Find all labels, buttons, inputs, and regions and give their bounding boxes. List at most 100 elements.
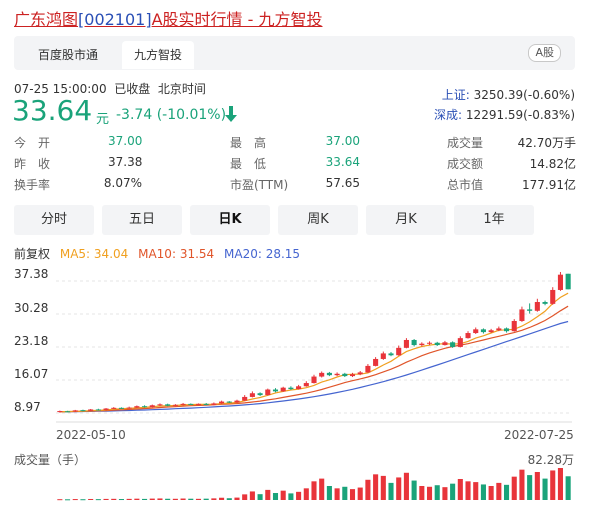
- adjust-label[interactable]: 前复权: [14, 247, 51, 261]
- volume-bar: [188, 498, 194, 500]
- volume-bar: [519, 469, 525, 500]
- y-tick-label: 16.07: [14, 367, 49, 381]
- volume-bar: [473, 482, 479, 500]
- current-price: 33.64: [12, 94, 93, 127]
- candle-body: [303, 383, 309, 387]
- source-tabbar: 百度股市通 九方智投 A股: [14, 36, 575, 70]
- period-monthly-button[interactable]: 月K: [366, 205, 446, 235]
- stat-label-pe: 市盈(TTM): [230, 178, 289, 192]
- ma20-line: [59, 320, 569, 413]
- volume-bar: [496, 482, 502, 500]
- volume-bar: [565, 476, 571, 500]
- candle-body: [280, 387, 286, 392]
- stock-name[interactable]: 广东鸿图: [14, 10, 79, 29]
- candle-body: [272, 389, 279, 392]
- market-status: 已收盘: [114, 82, 151, 96]
- stat-value-pe: 57.65: [325, 176, 360, 190]
- volume-bar: [296, 491, 302, 500]
- ma20-legend: MA20: 28.15: [224, 247, 301, 261]
- candle-body: [172, 404, 178, 406]
- tab-jiufang[interactable]: 九方智投: [122, 41, 195, 69]
- candle-body: [165, 404, 171, 406]
- volume-bar: [95, 499, 101, 501]
- candle-body: [349, 374, 356, 377]
- quote-timestamp: 07-25 15:00:00 已收盘 北京时间: [14, 80, 206, 97]
- x-tick-label-start: 2022-05-10: [56, 428, 126, 442]
- candle-body: [426, 342, 433, 344]
- volume-bar: [380, 475, 386, 500]
- period-intraday-button[interactable]: 分时: [14, 205, 94, 235]
- candle-body: [465, 333, 471, 339]
- y-tick-label: 37.38: [14, 267, 49, 281]
- volume-label: 成交量（手）: [14, 453, 87, 467]
- volume-bar: [195, 498, 202, 500]
- candle-body: [373, 358, 379, 366]
- candle-body: [380, 353, 386, 359]
- volume-bar: [103, 498, 109, 500]
- candle-body: [111, 407, 117, 409]
- candle-body: [311, 376, 317, 384]
- volume-bar: [503, 484, 510, 500]
- period-daily-button[interactable]: 日K: [190, 205, 270, 235]
- volume-bar: [450, 483, 456, 500]
- volume-bar: [442, 487, 448, 500]
- volume-bar: [280, 490, 286, 500]
- stat-value-turnover-rate: 8.07%: [103, 176, 142, 190]
- volume-bar: [234, 497, 240, 500]
- volume-bar: [126, 498, 132, 500]
- candle-body: [265, 389, 271, 396]
- candle-body: [126, 407, 132, 409]
- tab-baidu[interactable]: 百度股市通: [38, 48, 99, 62]
- stat-label-turnover-rate: 换手率: [14, 178, 51, 192]
- volume-bar: [373, 474, 379, 500]
- candle-body: [334, 373, 340, 376]
- stat-value-open: 37.00: [108, 134, 143, 148]
- candle-body: [242, 396, 248, 401]
- volume-bar: [65, 499, 71, 501]
- x-tick-label-end: 2022-07-25: [504, 428, 574, 442]
- candle-body: [326, 372, 332, 376]
- index-name: 深成:: [434, 108, 463, 122]
- index-shenzhen[interactable]: 深成: 12291.59(-0.83%): [434, 106, 575, 123]
- volume-bar: [411, 480, 417, 500]
- period-weekly-button[interactable]: 周K: [278, 205, 358, 235]
- candle-body: [473, 329, 479, 334]
- change-value: -3.74: [116, 107, 153, 123]
- stock-code[interactable]: [002101]: [78, 10, 152, 29]
- volume-bar: [134, 498, 140, 500]
- volume-bar: [480, 484, 486, 500]
- title-suffix[interactable]: A股实时行情 - 九方智投: [151, 10, 323, 29]
- volume-bar: [334, 488, 340, 500]
- candle-body: [65, 411, 71, 413]
- price-unit: 元: [96, 112, 110, 127]
- candle-body: [95, 409, 101, 411]
- period-5day-button[interactable]: 五日: [102, 205, 182, 235]
- y-tick-label: 30.28: [14, 301, 49, 315]
- period-1year-button[interactable]: 1年: [454, 205, 534, 235]
- candle-body: [450, 342, 456, 347]
- stat-value-low: 33.64: [325, 155, 360, 169]
- volume-bar: [288, 493, 294, 500]
- stat-value-high: 37.00: [325, 134, 360, 148]
- change-percent: (-10.01%): [156, 107, 227, 123]
- page-title[interactable]: 广东鸿图[002101]A股实时行情 - 九方智投: [14, 6, 322, 30]
- candle-body: [211, 403, 217, 405]
- volume-bar: [419, 485, 425, 500]
- chart-legend: 前复权 MA5: 34.04 MA10: 31.54 MA20: 28.15: [14, 245, 306, 262]
- volume-bar: [265, 489, 271, 500]
- stat-label-prev-close: 昨 收: [14, 157, 51, 171]
- index-shanghai[interactable]: 上证: 3250.39(-0.60%): [442, 86, 575, 103]
- volume-bar: [403, 472, 409, 500]
- volume-bar: [434, 485, 440, 500]
- candle-body: [142, 406, 148, 408]
- market-badge[interactable]: A股: [528, 44, 561, 62]
- volume-bar: [388, 482, 394, 500]
- candle-body: [57, 411, 63, 413]
- volume-bar: [57, 499, 63, 501]
- candle-body: [442, 342, 448, 346]
- y-tick-label: 23.18: [14, 334, 49, 348]
- candle-body: [557, 274, 563, 290]
- candle-body: [434, 342, 440, 346]
